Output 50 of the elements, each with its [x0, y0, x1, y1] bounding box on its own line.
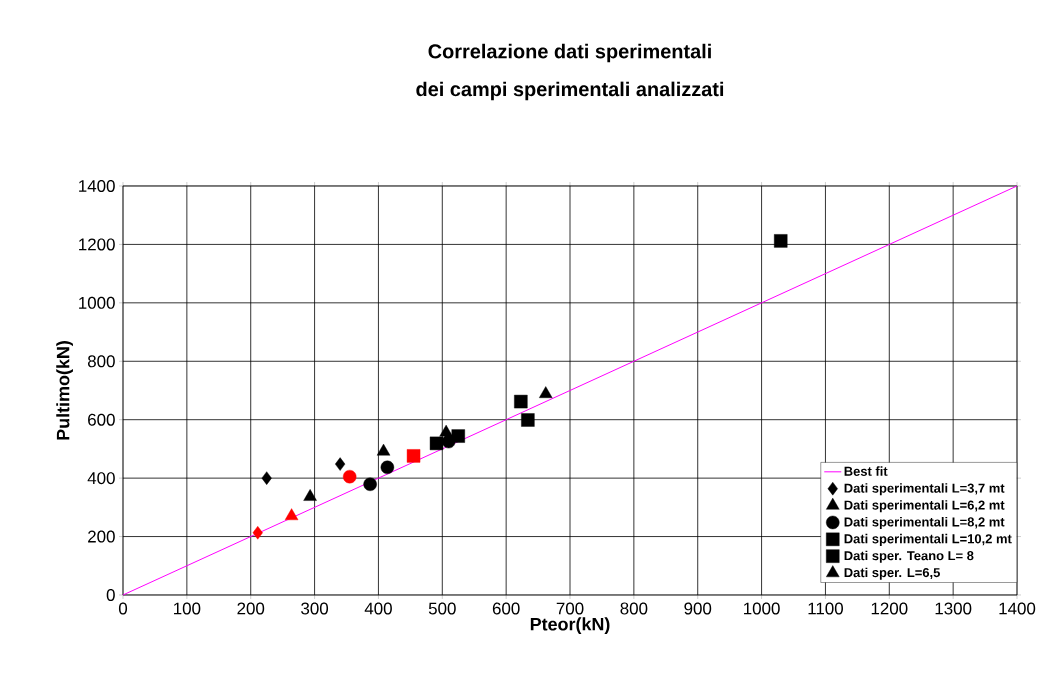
point	[451, 429, 465, 443]
x-tick-label: 400	[364, 602, 392, 615]
y-tick-label: 1200	[79, 238, 115, 251]
point	[363, 477, 377, 491]
legend-label: Dati sperimentali L=6,2 mt	[844, 500, 1005, 513]
point	[252, 526, 263, 540]
x-tick-label: 1000	[744, 602, 780, 615]
x-tick-label: 0	[118, 602, 128, 615]
point	[521, 413, 535, 427]
x-tick-label: 900	[684, 602, 712, 615]
point	[539, 386, 553, 398]
legend-label: Dati sperimentali L=3,7 mt	[844, 483, 1005, 496]
y-tick-label: 400	[87, 472, 115, 485]
legend-label: Best fit	[844, 466, 888, 476]
y-tick-label: 0	[106, 588, 115, 601]
y-tick-label: 200	[88, 530, 115, 543]
chart-title: Correlazione dati sperimentali dei campi sperimentali analizzati	[416, 43, 724, 101]
point	[380, 460, 395, 475]
point	[406, 449, 421, 463]
point	[376, 443, 391, 456]
legend-label: Dati sperimentali L=10,2 mt	[844, 533, 1012, 546]
x-tick-label: 1400	[999, 602, 1036, 615]
point	[429, 436, 444, 451]
y-tick-label: 800	[87, 355, 115, 368]
x-tick-label: 800	[620, 602, 648, 615]
point	[343, 469, 357, 484]
x-tick-label: 100	[174, 602, 201, 615]
x-tick-label: 200	[237, 602, 265, 615]
point	[439, 424, 453, 437]
y-axis-title: Pultimo(kN)	[56, 341, 73, 440]
x-axis-title: Pteor(kN)	[530, 617, 610, 635]
point	[514, 394, 528, 409]
point	[261, 471, 272, 485]
point	[335, 457, 346, 471]
x-tick-label: 500	[428, 602, 456, 615]
point	[774, 234, 788, 248]
y-tick-label: 1000	[79, 296, 115, 309]
point	[284, 508, 299, 521]
x-tick-label: 600	[492, 602, 520, 615]
x-tick-label: 1200	[871, 602, 908, 615]
x-tick-label: 1100	[808, 602, 843, 615]
legend-label: Dati sper. L=6,5	[844, 567, 940, 580]
legend-label: Dati sper. Teano L= 8	[844, 550, 974, 563]
point	[303, 489, 317, 501]
legend-label: Dati sperimentali L=8,2 mt	[844, 517, 1005, 530]
x-tick-label: 1300	[935, 602, 972, 615]
x-tick-label: 300	[301, 602, 329, 615]
x-tick-label: 700	[556, 602, 584, 615]
y-tick-label: 1400	[79, 179, 115, 192]
y-tick-label: 600	[88, 413, 115, 426]
